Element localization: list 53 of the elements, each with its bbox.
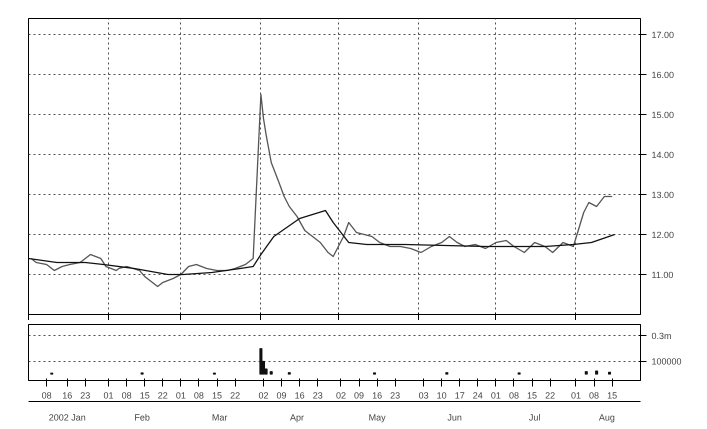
x-tick-label: 15: [212, 390, 222, 400]
x2-tick-label: Jul: [528, 412, 540, 422]
x-tick-label: 15: [527, 390, 538, 400]
bar: [259, 348, 262, 375]
x-tick-label: 16: [372, 390, 382, 400]
y-tick-label: 14.00: [652, 150, 674, 160]
x-tick-label: 02: [336, 390, 346, 400]
x2-tick-label: 2002 Jan: [48, 412, 86, 422]
x-tick-label: 08: [194, 390, 204, 400]
x-tick-label: 15: [140, 390, 150, 400]
y-tick-label: 100000: [652, 356, 682, 366]
x-tick-label: 01: [104, 390, 114, 400]
x-tick-label: 17: [454, 390, 465, 400]
x-tick-label: 23: [390, 390, 400, 400]
x-tick-label: 01: [570, 390, 581, 400]
x-tick-label: 10: [436, 390, 447, 400]
y-tick-label: 11.00: [652, 270, 674, 280]
line-series: [28, 210, 616, 276]
x-tick-label: 09: [354, 390, 364, 400]
y-tick-label: 15.00: [652, 110, 674, 120]
x-tick-label: 22: [158, 390, 168, 400]
x-tick-label: 23: [80, 390, 90, 400]
x-tick-label: 16: [62, 390, 72, 400]
x-tick-label: 08: [508, 390, 519, 400]
x-tick-label: 02: [258, 390, 268, 400]
x-tick-label: 08: [589, 390, 600, 400]
line-series: [30, 94, 613, 288]
x-tick-label: 23: [312, 390, 323, 400]
x2-tick-label: Jun: [447, 412, 462, 422]
bar: [595, 370, 598, 375]
x-tick-label: 01: [176, 390, 186, 400]
x-tick-label: 16: [294, 390, 305, 400]
x-tick-label: 22: [545, 390, 556, 400]
x-tick-label: 09: [276, 390, 287, 400]
x2-tick-label: Mar: [212, 412, 228, 422]
x-tick-label: 22: [230, 390, 240, 400]
x2-tick-label: May: [368, 412, 386, 422]
x-tick-label: 24: [472, 390, 483, 400]
y-tick-label: 17.00: [652, 30, 674, 40]
bar: [270, 371, 273, 375]
y-tick-label: 13.00: [652, 190, 674, 200]
x-tick-label: 03: [418, 390, 429, 400]
x-tick-label: 15: [607, 390, 618, 400]
x2-tick-label: Apr: [290, 412, 304, 422]
bar: [584, 371, 588, 375]
y-tick-label: 16.00: [652, 70, 674, 80]
x2-tick-label: Feb: [134, 412, 150, 422]
x-tick-label: 01: [490, 390, 501, 400]
x2-tick-label: Aug: [598, 412, 615, 422]
x-tick-label: 08: [122, 390, 132, 400]
x-tick-label: 08: [42, 390, 52, 400]
y-tick-label: 0.3m: [652, 330, 672, 341]
y-tick-label: 12.00: [652, 230, 674, 240]
